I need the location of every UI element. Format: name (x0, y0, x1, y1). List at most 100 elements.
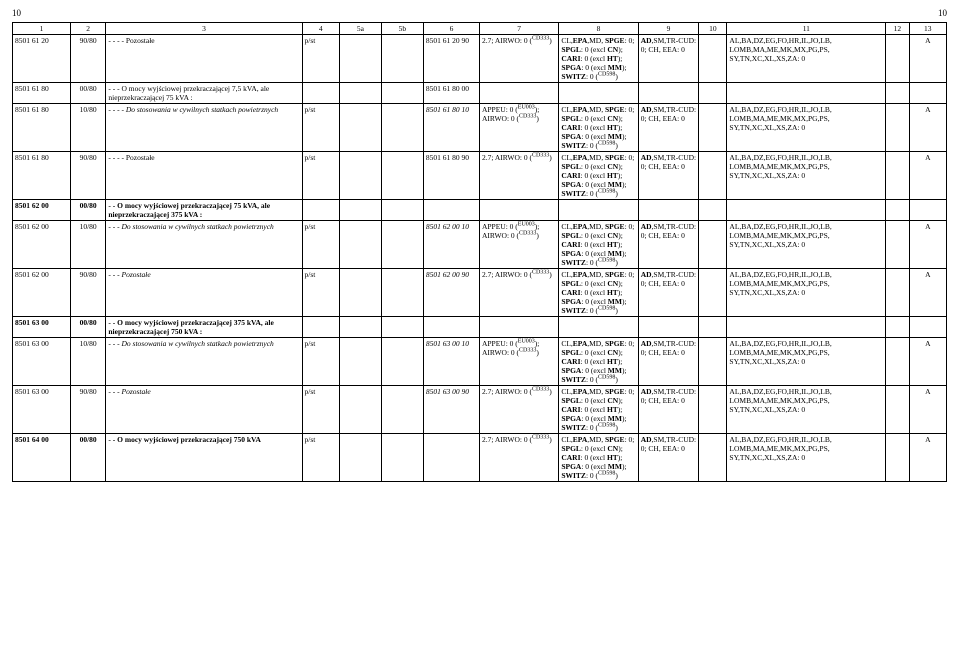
cell-c9: AD,SM,TR-CUD: 0; CH, EEA: 0 (638, 104, 699, 152)
cell-c5a (339, 269, 381, 317)
cell-c10 (699, 83, 727, 104)
cell-c5a (339, 338, 381, 386)
cell-c10 (699, 35, 727, 83)
cell-c13: A (909, 104, 946, 152)
page-num-right: 10 (938, 8, 947, 18)
cell-c6: 8501 61 80 00 (423, 83, 479, 104)
table-row: 8501 62 0000/80- - O mocy wyjściowej prz… (13, 200, 947, 221)
cell-c13: A (909, 386, 946, 434)
cell-c3: - - - - Pozostałe (106, 35, 302, 83)
cell-c8 (559, 200, 638, 221)
cell-c5a (339, 35, 381, 83)
cell-c2: 00/80 (70, 200, 105, 221)
cell-c2: 10/80 (70, 338, 105, 386)
cell-c8: CL,EPA,MD, SPGE: 0; SPGL: 0 (excl CN); C… (559, 434, 638, 482)
cell-c6: 8501 62 00 10 (423, 221, 479, 269)
cell-c12 (886, 338, 909, 386)
cell-c12 (886, 200, 909, 221)
cell-c5b (381, 269, 423, 317)
cell-c6 (423, 200, 479, 221)
cell-c10 (699, 104, 727, 152)
table-row: 8501 63 0090/80- - - Pozostałep/st8501 6… (13, 386, 947, 434)
cell-c9: AD,SM,TR-CUD: 0; CH, EEA: 0 (638, 338, 699, 386)
cell-c5b (381, 152, 423, 200)
cell-c4: p/st (302, 434, 339, 482)
cell-c11: AL,BA,DZ,EG,FO,HR,IL,JO,LB, LOMB,MA,ME,M… (727, 152, 886, 200)
cell-c5b (381, 317, 423, 338)
cell-c7: APPEU: 0 (EU003); AIRWO: 0 (CD333) (479, 338, 558, 386)
cell-c3: - - O mocy wyjściowej przekraczającej 75… (106, 434, 302, 482)
cell-c10 (699, 434, 727, 482)
cell-c4 (302, 200, 339, 221)
cell-c5b (381, 221, 423, 269)
cell-c3: - - - Pozostałe (106, 269, 302, 317)
cell-c1: 8501 61 20 (13, 35, 71, 83)
table-row: 8501 63 0010/80- - - Do stosowania w cyw… (13, 338, 947, 386)
cell-c6 (423, 317, 479, 338)
cell-c5a (339, 83, 381, 104)
cell-c3: - - O mocy wyjściowej przekraczającej 37… (106, 317, 302, 338)
cell-c11 (727, 317, 886, 338)
cell-c5b (381, 200, 423, 221)
cell-c5a (339, 386, 381, 434)
col-header: 5a (339, 23, 381, 35)
table-row: 8501 61 8000/80- - - O mocy wyjściowej p… (13, 83, 947, 104)
cell-c5b (381, 104, 423, 152)
cell-c12 (886, 104, 909, 152)
table-row: 8501 61 8010/80- - - - Do stosowania w c… (13, 104, 947, 152)
col-header: 11 (727, 23, 886, 35)
table-row: 8501 63 0000/80- - O mocy wyjściowej prz… (13, 317, 947, 338)
cell-c13 (909, 83, 946, 104)
cell-c8: CL,EPA,MD, SPGE: 0; SPGL: 0 (excl CN); C… (559, 104, 638, 152)
cell-c6: 8501 61 80 90 (423, 152, 479, 200)
cell-c10 (699, 386, 727, 434)
cell-c2: 90/80 (70, 269, 105, 317)
page-num-left: 10 (12, 8, 21, 18)
col-header: 9 (638, 23, 699, 35)
cell-c9 (638, 83, 699, 104)
cell-c6: 8501 61 20 90 (423, 35, 479, 83)
cell-c7 (479, 317, 558, 338)
cell-c5a (339, 104, 381, 152)
cell-c8 (559, 83, 638, 104)
cell-c13: A (909, 35, 946, 83)
cell-c6: 8501 61 80 10 (423, 104, 479, 152)
col-header: 13 (909, 23, 946, 35)
cell-c4: p/st (302, 338, 339, 386)
table-row: 8501 61 2090/80- - - - Pozostałep/st8501… (13, 35, 947, 83)
cell-c5a (339, 152, 381, 200)
cell-c8: CL,EPA,MD, SPGE: 0; SPGL: 0 (excl CN); C… (559, 221, 638, 269)
cell-c11: AL,BA,DZ,EG,FO,HR,IL,JO,LB, LOMB,MA,ME,M… (727, 104, 886, 152)
cell-c1: 8501 61 80 (13, 104, 71, 152)
cell-c13: A (909, 221, 946, 269)
cell-c7: 2.7; AIRWO: 0 (CD333) (479, 152, 558, 200)
cell-c9 (638, 200, 699, 221)
cell-c8: CL,EPA,MD, SPGE: 0; SPGL: 0 (excl CN); C… (559, 152, 638, 200)
cell-c5a (339, 221, 381, 269)
cell-c3: - - - Do stosowania w cywilnych statkach… (106, 221, 302, 269)
cell-c5b (381, 386, 423, 434)
cell-c6: 8501 63 00 90 (423, 386, 479, 434)
col-header: 2 (70, 23, 105, 35)
cell-c2: 10/80 (70, 221, 105, 269)
cell-c1: 8501 63 00 (13, 338, 71, 386)
cell-c13: A (909, 152, 946, 200)
cell-c9: AD,SM,TR-CUD: 0; CH, EEA: 0 (638, 221, 699, 269)
cell-c7: 2.7; AIRWO: 0 (CD333) (479, 35, 558, 83)
cell-c9: AD,SM,TR-CUD: 0; CH, EEA: 0 (638, 152, 699, 200)
cell-c1: 8501 63 00 (13, 317, 71, 338)
cell-c1: 8501 64 00 (13, 434, 71, 482)
col-header: 3 (106, 23, 302, 35)
cell-c2: 00/80 (70, 434, 105, 482)
cell-c6 (423, 434, 479, 482)
cell-c3: - - - - Pozostałe (106, 152, 302, 200)
cell-c1: 8501 62 00 (13, 200, 71, 221)
cell-c9: AD,SM,TR-CUD: 0; CH, EEA: 0 (638, 386, 699, 434)
cell-c8: CL,EPA,MD, SPGE: 0; SPGL: 0 (excl CN); C… (559, 338, 638, 386)
cell-c2: 10/80 (70, 104, 105, 152)
cell-c2: 90/80 (70, 152, 105, 200)
cell-c9 (638, 317, 699, 338)
cell-c6: 8501 62 00 90 (423, 269, 479, 317)
tariff-table: 12345a5b678910111213 8501 61 2090/80- - … (12, 22, 947, 482)
cell-c5a (339, 200, 381, 221)
